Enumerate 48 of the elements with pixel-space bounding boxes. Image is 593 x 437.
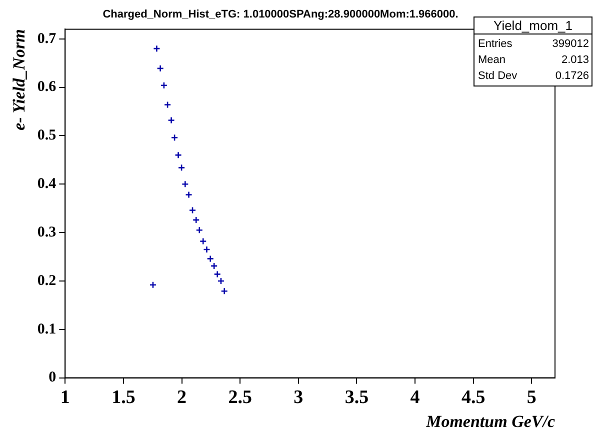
x-tick-label: 4.5 — [461, 387, 486, 408]
x-tick-label: 1.5 — [112, 387, 136, 408]
annotation: Yield_mom_1 — [493, 18, 573, 34]
x-tick-label: 2 — [177, 387, 187, 408]
y-tick-label: 0.4 — [37, 176, 57, 192]
point — [182, 180, 189, 188]
x-tick-label: 2.5 — [228, 387, 252, 408]
annotation: Mean — [478, 54, 506, 66]
point — [170, 134, 178, 142]
point — [192, 216, 200, 224]
point — [153, 44, 160, 52]
x-tick-label: 5 — [526, 387, 536, 408]
x-tick-label: 3 — [294, 387, 304, 408]
annotation: Std Dev — [478, 70, 518, 82]
point — [217, 277, 225, 285]
annotation: Entries — [478, 38, 513, 50]
y-tick-label: 0.5 — [37, 128, 56, 144]
point — [203, 246, 210, 254]
point — [214, 270, 222, 278]
point — [199, 238, 207, 245]
point — [220, 287, 228, 295]
point — [149, 281, 157, 288]
point — [160, 82, 168, 90]
point — [206, 255, 214, 262]
point — [156, 64, 164, 72]
point — [210, 262, 218, 270]
text: 2.013 — [561, 54, 589, 66]
point — [178, 164, 186, 172]
y-tick-label: 0.1 — [37, 321, 56, 338]
x-tick-label: 3.5 — [344, 387, 369, 408]
y-tick-label: 0.2 — [37, 272, 56, 289]
y-tick-label: 0 — [48, 370, 56, 386]
x-tick-label: 4 — [410, 387, 420, 408]
x-tick-label: 1 — [60, 387, 70, 408]
chart-title: Charged_Norm_Hist_eTG: 1.010000SPAng:28.900000Mom:1.966000. — [102, 8, 458, 21]
x-axis-title: Momentum GeV/c — [425, 412, 556, 432]
point — [196, 226, 204, 234]
point — [185, 191, 192, 198]
point — [174, 151, 182, 159]
y-tick-label: 0.7 — [37, 30, 57, 47]
y-tick-label: 0.6 — [37, 79, 57, 96]
point — [168, 116, 175, 124]
annotation: 399012 — [552, 38, 589, 50]
y-tick-label: 0.3 — [37, 224, 56, 240]
y-axis-title: e- Yield_Norm — [10, 29, 29, 130]
text: 0.1726 — [555, 70, 589, 82]
point — [188, 206, 196, 214]
point — [164, 101, 172, 108]
